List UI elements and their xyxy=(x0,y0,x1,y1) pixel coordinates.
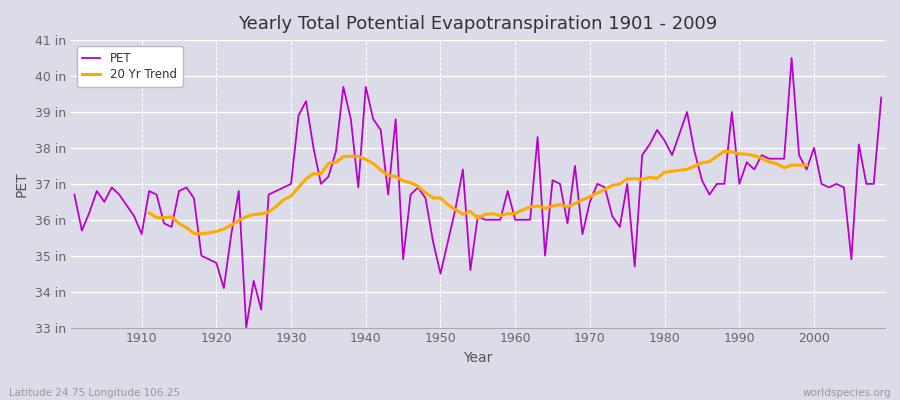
20 Yr Trend xyxy=(188,231,199,236)
PET xyxy=(876,95,886,100)
PET xyxy=(346,117,356,122)
20 Yr Trend xyxy=(488,211,499,216)
PET xyxy=(787,56,797,60)
Text: worldspecies.org: worldspecies.org xyxy=(803,388,891,398)
PET xyxy=(69,192,80,197)
20 Yr Trend xyxy=(801,163,812,168)
PET xyxy=(301,99,311,104)
PET xyxy=(129,214,140,218)
20 Yr Trend xyxy=(219,226,230,231)
Legend: PET, 20 Yr Trend: PET, 20 Yr Trend xyxy=(76,46,183,87)
20 Yr Trend xyxy=(719,149,730,154)
PET xyxy=(241,325,252,330)
PET xyxy=(607,214,617,218)
20 Yr Trend xyxy=(405,180,416,185)
Title: Yearly Total Potential Evapotranspiration 1901 - 2009: Yearly Total Potential Evapotranspiratio… xyxy=(238,15,717,33)
20 Yr Trend xyxy=(144,210,155,215)
Text: Latitude 24.75 Longitude 106.25: Latitude 24.75 Longitude 106.25 xyxy=(9,388,180,398)
X-axis label: Year: Year xyxy=(464,351,492,365)
20 Yr Trend xyxy=(285,194,296,198)
Line: 20 Yr Trend: 20 Yr Trend xyxy=(149,151,806,234)
PET xyxy=(509,217,520,222)
Y-axis label: PET: PET xyxy=(15,171,29,197)
20 Yr Trend xyxy=(233,218,244,223)
Line: PET: PET xyxy=(75,58,881,328)
PET xyxy=(518,217,528,222)
20 Yr Trend xyxy=(742,152,752,157)
